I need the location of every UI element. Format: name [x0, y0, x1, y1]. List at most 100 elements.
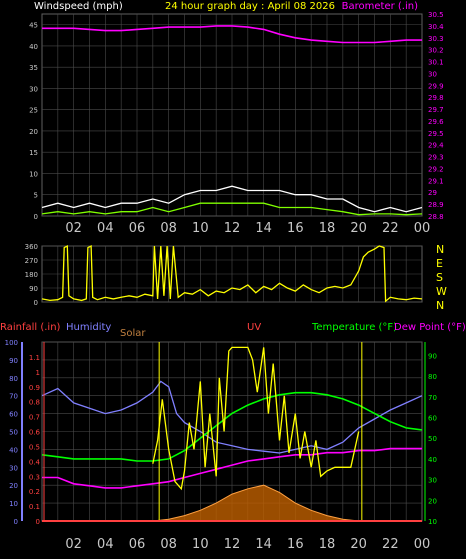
series-dew-point-line — [42, 447, 422, 489]
panel-rain-humidity-solar-uv-temperature-right-tick-label: 40 — [428, 456, 437, 464]
panel-wind-and-barometer-right-tick-label: 29.8 — [428, 94, 444, 102]
panel-wind-and-barometer-x-tick-label: 12 — [224, 221, 241, 236]
series-uv-line — [152, 346, 360, 491]
chart-title: 24 hour graph day : April 08 2026 — [165, 1, 335, 12]
panel-rain-humidity-solar-uv-temperature-x-tick-label: 04 — [97, 537, 114, 552]
uv-axis-label: UV — [247, 322, 261, 333]
panel-wind-and-barometer-x-tick-label: 04 — [97, 221, 114, 236]
panel-rain-humidity-solar-uv-temperature-left-tick-label: 50 — [9, 429, 18, 437]
panel-wind-and-barometer-right-tick-label: 28.9 — [428, 201, 444, 209]
panel-rain-humidity-solar-uv-temperature-left-tick-label: 100 — [5, 339, 18, 347]
panel-wind-and-barometer-right-tick-label: 29.1 — [428, 177, 444, 185]
panel-wind-and-barometer-left-tick-label: 40 — [29, 43, 38, 51]
panel-wind-and-barometer-right-tick-label: 30.4 — [428, 23, 444, 31]
panel-wind-direction-left-tick-label: 270 — [25, 257, 38, 265]
panel-rain-humidity-solar-uv-temperature-rain-tick-label: 0.4 — [29, 458, 41, 466]
panel-wind-and-barometer-right-tick-label: 29.4 — [428, 142, 444, 150]
panel-rain-humidity-solar-uv-temperature-x-tick-label: 02 — [65, 537, 82, 552]
panel-wind-direction-left-tick-label: 0 — [34, 299, 38, 307]
panel-rain-humidity-solar-uv-temperature-rain-tick-label: 0.1 — [29, 503, 40, 511]
panel-rain-humidity-solar-uv-temperature-right-tick-label: 70 — [428, 394, 437, 402]
panel-rain-humidity-solar-uv-temperature-left-tick-label: 90 — [9, 357, 18, 365]
series-solar-area — [152, 484, 359, 522]
panel-wind-and-barometer-x-tick-label: 22 — [382, 221, 399, 236]
panel-rain-humidity-solar-uv-temperature-left-tick-label: 40 — [9, 446, 18, 454]
panel-wind-direction-left-tick-label: 360 — [25, 243, 38, 251]
panel-rain-humidity-solar-uv-temperature-x-tick-label: 18 — [319, 537, 336, 552]
panel-wind-and-barometer-right-tick-label: 29.6 — [428, 118, 444, 126]
panel-wind-and-barometer-right-tick-label: 30.2 — [428, 47, 444, 55]
series-wind-gust-line — [41, 185, 423, 213]
panel-rain-humidity-solar-uv-temperature-right-tick-label: 30 — [428, 477, 437, 485]
windspeed-axis-label: Windspeed (mph) — [34, 1, 123, 12]
panel-wind-and-barometer-right-tick-label: 30.1 — [428, 59, 444, 67]
panel-wind-and-barometer-x-tick-label: 16 — [287, 221, 304, 236]
panel-rain-humidity-solar-uv-temperature-left-tick-label: 60 — [9, 411, 18, 419]
panel-wind-and-barometer-right-tick-label: 28.8 — [428, 213, 444, 221]
panel-wind-and-barometer-left-tick-label: 25 — [29, 107, 38, 115]
rainfall-axis-label: Rainfall (.in) — [0, 322, 61, 333]
axes-layer: 05101520253035404528.828.92929.129.229.3… — [5, 11, 447, 552]
panel-wind-and-barometer-right-tick-label: 29.5 — [428, 130, 444, 138]
panel-rain-humidity-solar-uv-temperature-rain-tick-label: 0.9 — [29, 384, 40, 392]
panel-rain-humidity-solar-uv-temperature-right-tick-label: 90 — [428, 352, 437, 360]
panel-wind-and-barometer-right-tick-label: 30.3 — [428, 35, 444, 43]
panel-rain-humidity-solar-uv-temperature-left-tick-label: 30 — [9, 464, 18, 472]
panel-wind-and-barometer-right-tick-label: 29.2 — [428, 165, 444, 173]
panel-wind-direction-compass-label: W — [436, 285, 447, 298]
panel-wind-and-barometer-left-tick-label: 35 — [29, 64, 38, 72]
panel-rain-humidity-solar-uv-temperature-left-tick-label: 70 — [9, 393, 18, 401]
barometer-axis-label: Barometer (.in) — [342, 1, 418, 12]
panel-wind-direction-left-tick-label: 180 — [25, 271, 38, 279]
panel-rain-humidity-solar-uv-temperature-right-tick-label: 10 — [428, 518, 437, 526]
grid-layer — [41, 13, 423, 522]
panel-rain-humidity-solar-uv-temperature-left-tick-label: 0 — [14, 518, 18, 526]
panel-wind-direction-compass-label: N — [436, 299, 444, 312]
panel-wind-and-barometer-left-tick-label: 15 — [29, 149, 38, 157]
panel-rain-humidity-solar-uv-temperature-left-tick-label: 80 — [9, 375, 18, 383]
panel-rain-humidity-solar-uv-temperature-rain-tick-label: 0.6 — [29, 429, 41, 437]
panel-rain-humidity-solar-uv-temperature-x-tick-label: 06 — [129, 537, 146, 552]
panel-rain-humidity-solar-uv-temperature-rain-tick-label: 1 — [36, 369, 40, 377]
panel-rain-humidity-solar-uv-temperature-x-tick-label: 20 — [350, 537, 367, 552]
panel-rain-humidity-solar-uv-temperature-rain-tick-label: 0 — [36, 518, 40, 526]
temperature-axis-label: Temperature (°F) — [311, 322, 397, 333]
panel-rain-humidity-solar-uv-temperature-x-tick-label: 08 — [160, 537, 177, 552]
panel-rain-humidity-solar-uv-temperature-rain-tick-label: 0.2 — [29, 488, 40, 496]
panel-rain-humidity-solar-uv-temperature-rain-tick-label: 1.1 — [29, 354, 40, 362]
series-layer — [41, 25, 423, 522]
panel-wind-and-barometer-x-tick-label: 18 — [319, 221, 336, 236]
panel-rain-humidity-solar-uv-temperature-rain-tick-label: 0.7 — [29, 414, 40, 422]
panel-wind-and-barometer-x-tick-label: 06 — [129, 221, 146, 236]
series-barometer-line — [42, 25, 422, 44]
panel-rain-humidity-solar-uv-temperature-rain-tick-label: 0.8 — [29, 399, 40, 407]
panel-rain-humidity-solar-uv-temperature-x-tick-label: 10 — [192, 537, 209, 552]
panel-rain-humidity-solar-uv-temperature-x-tick-label: 22 — [382, 537, 399, 552]
panel-wind-and-barometer-x-tick-label: 20 — [350, 221, 367, 236]
panel-rain-humidity-solar-uv-temperature-right-tick-label: 50 — [428, 435, 437, 443]
panel-wind-and-barometer-left-tick-label: 20 — [29, 128, 38, 136]
series-humidity-line — [41, 380, 423, 454]
panel-rain-humidity-solar-uv-temperature-right-tick-label: 60 — [428, 415, 437, 423]
panel-wind-direction-compass-label: E — [436, 257, 443, 270]
panel-rain-humidity-solar-uv-temperature-x-tick-label: 14 — [255, 537, 272, 552]
panel-wind-and-barometer-x-tick-label: 02 — [65, 221, 82, 236]
series-temperature-line — [41, 391, 423, 462]
panel-wind-and-barometer-left-tick-label: 45 — [29, 22, 38, 30]
panel-wind-and-barometer-right-tick-label: 29 — [428, 189, 437, 197]
series-wind-average-line — [41, 202, 423, 216]
panel-wind-and-barometer-x-tick-label: 08 — [160, 221, 177, 236]
panel-wind-and-barometer-right-tick-label: 29.9 — [428, 82, 444, 90]
panel-wind-and-barometer-left-tick-label: 5 — [34, 192, 38, 200]
panel-rain-humidity-solar-uv-temperature-rain-tick-label: 0.3 — [29, 473, 40, 481]
panel-wind-direction-compass-label: S — [436, 271, 443, 284]
panel-wind-and-barometer-left-tick-label: 30 — [29, 85, 38, 93]
panel-wind-and-barometer-right-tick-label: 29.7 — [428, 106, 444, 114]
panel-wind-direction-left-tick-label: 90 — [29, 285, 38, 293]
panel-wind-and-barometer-right-tick-label: 29.3 — [428, 154, 444, 162]
panel-wind-and-barometer-x-tick-label: 14 — [255, 221, 272, 236]
panel-wind-and-barometer-right-tick-label: 30 — [428, 70, 437, 78]
series-wind-direction-line — [41, 244, 423, 303]
humidity-axis-label: Humidity — [66, 322, 111, 333]
